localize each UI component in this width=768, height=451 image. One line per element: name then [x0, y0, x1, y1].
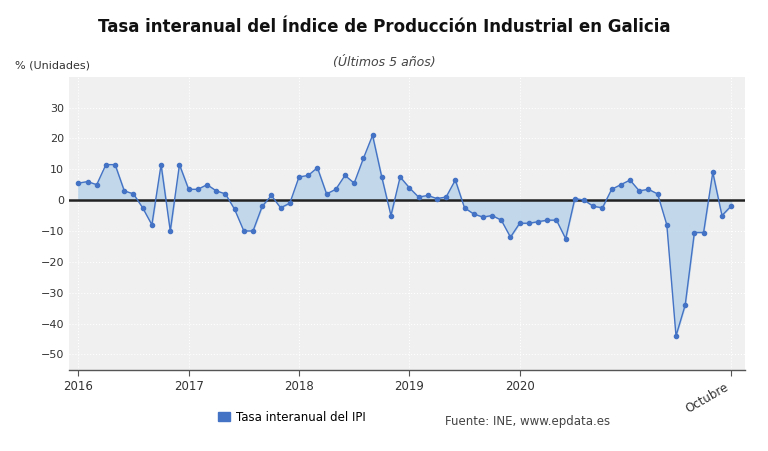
Text: % (Unidades): % (Unidades) — [15, 61, 90, 71]
Text: Fuente: INE, www.epdata.es: Fuente: INE, www.epdata.es — [445, 415, 611, 428]
Text: Tasa interanual del Índice de Producción Industrial en Galicia: Tasa interanual del Índice de Producción… — [98, 18, 670, 36]
Text: (Últimos 5 años): (Últimos 5 años) — [333, 56, 435, 69]
Legend: Tasa interanual del IPI: Tasa interanual del IPI — [214, 406, 371, 428]
